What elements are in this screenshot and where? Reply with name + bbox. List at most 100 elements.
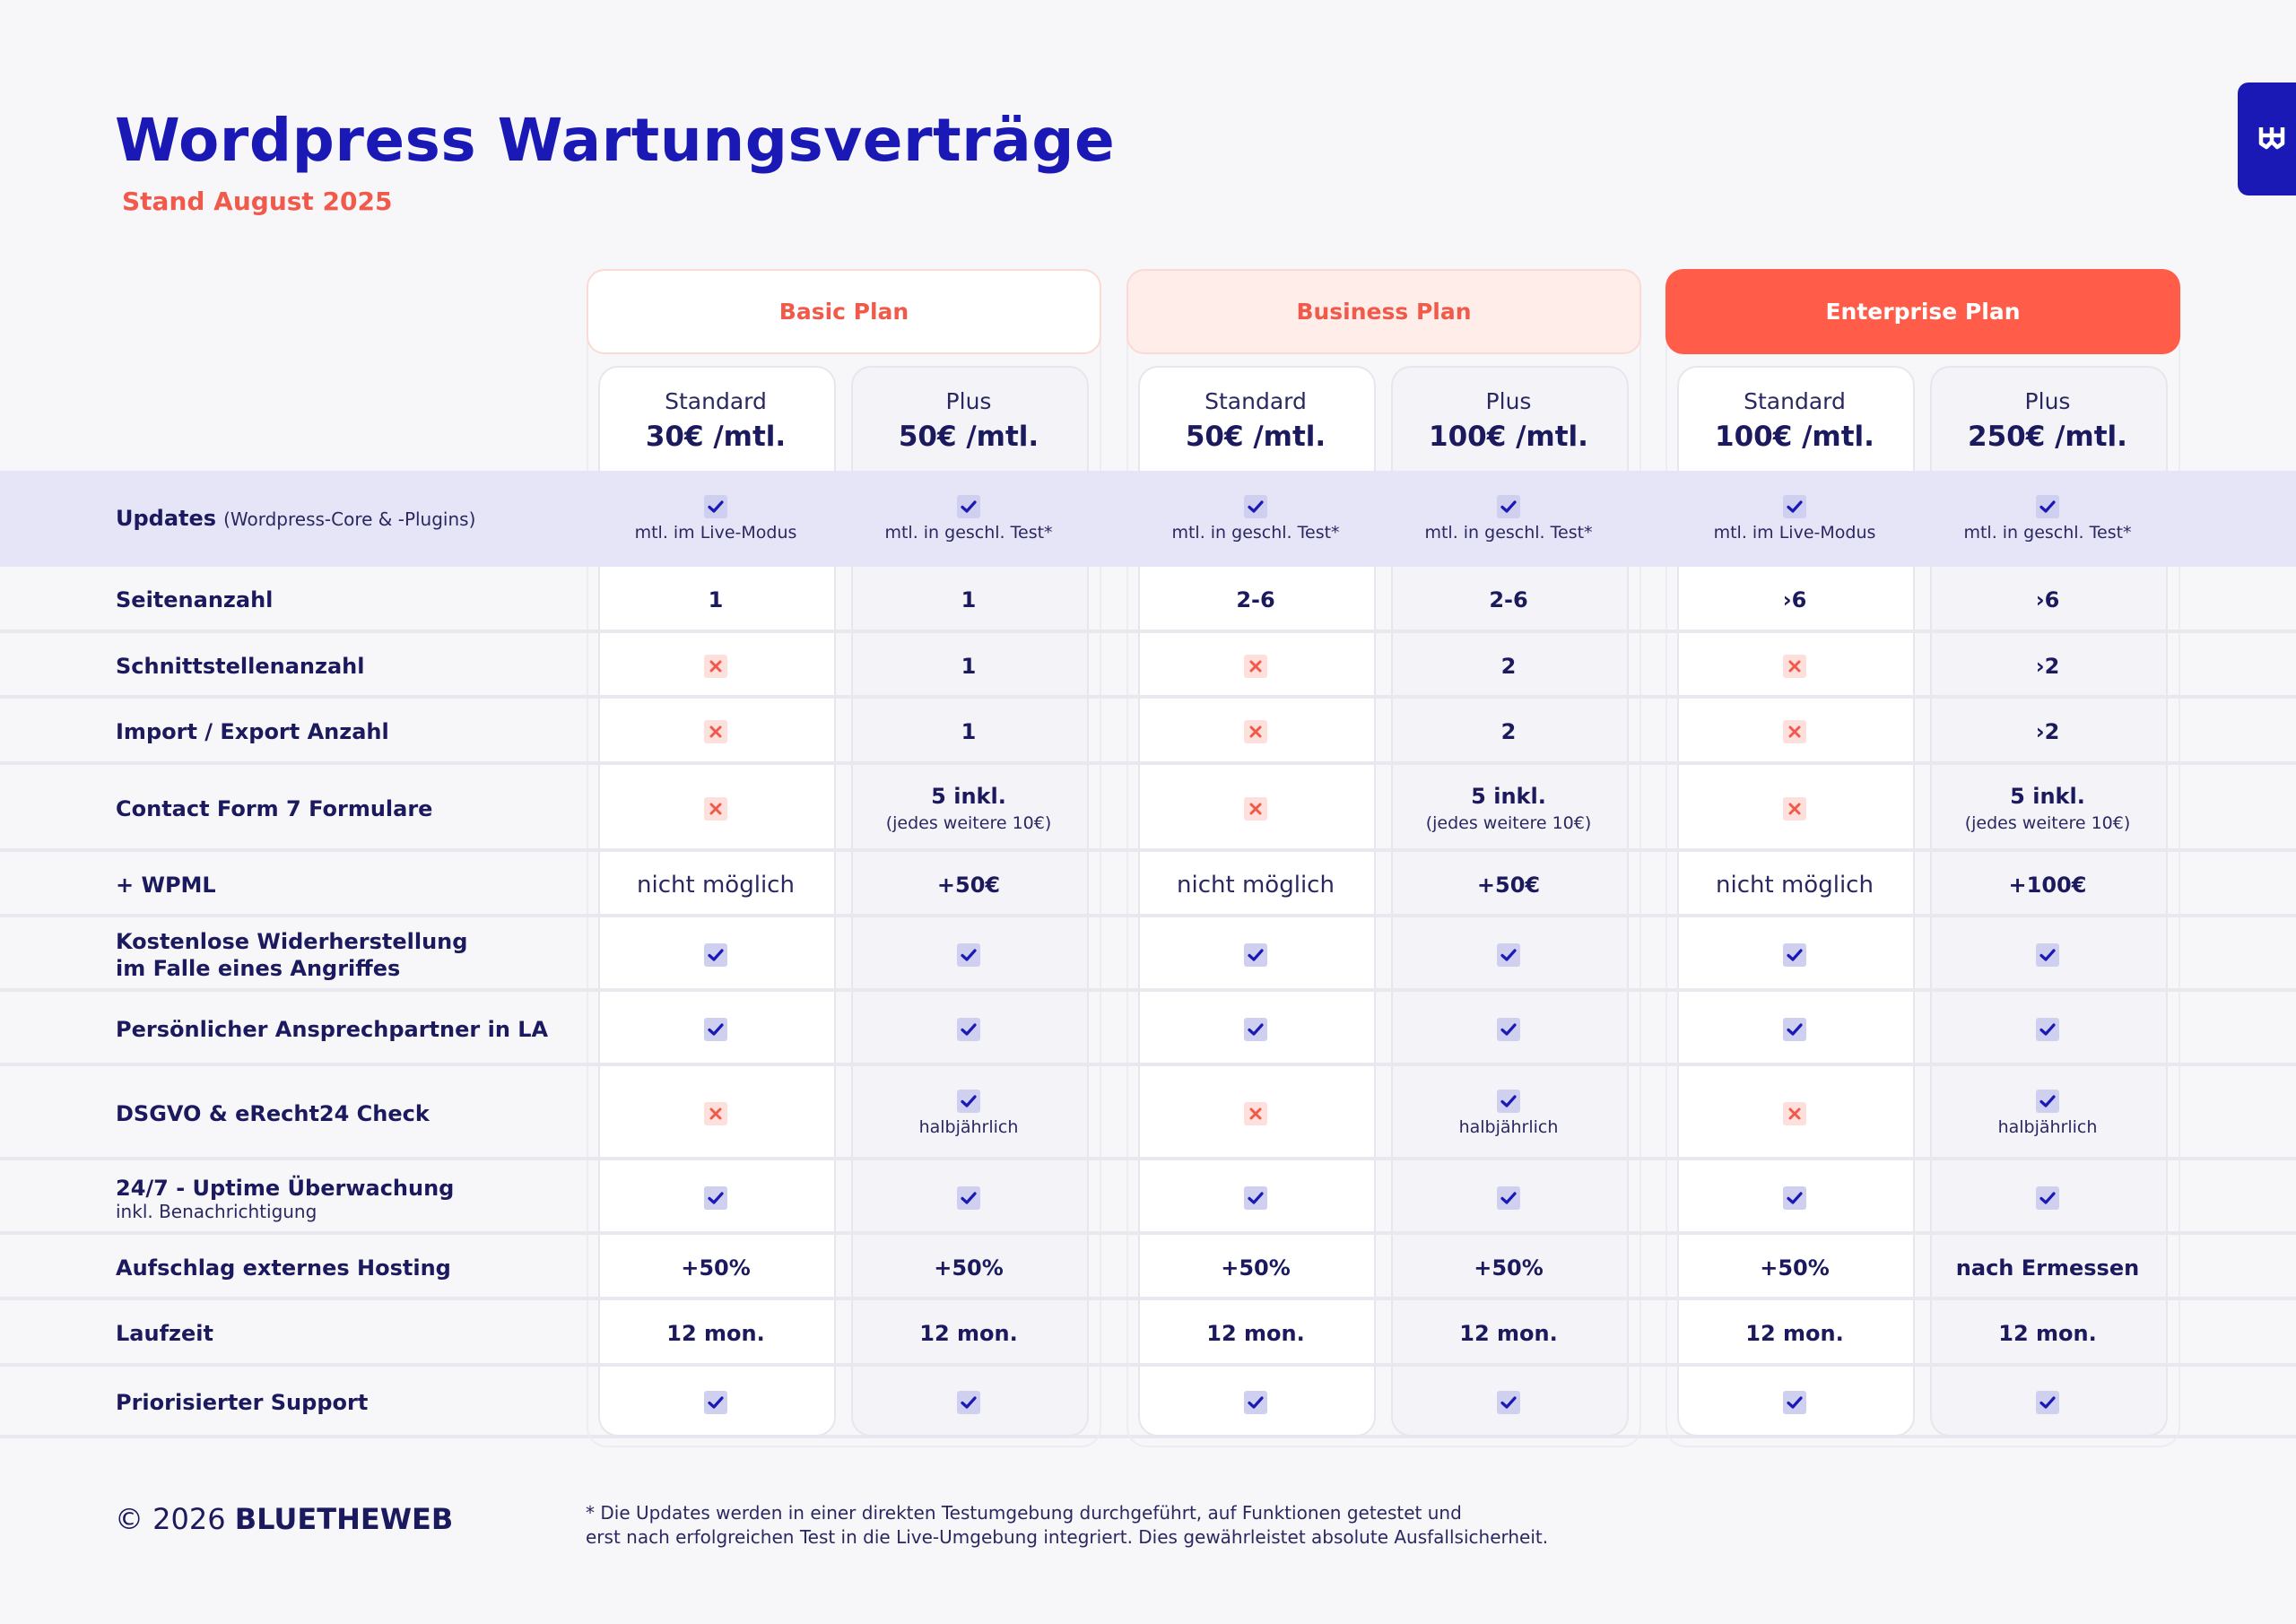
tier-header: Standard 100€ /mtl. xyxy=(1677,368,1912,468)
row-divider xyxy=(0,1297,2296,1300)
row-label-text: Schnittstellenanzahl xyxy=(116,653,364,680)
table-cell xyxy=(598,1160,833,1235)
tier-header: Standard 50€ /mtl. xyxy=(1138,368,1373,468)
row-divider xyxy=(0,630,2296,633)
row-label: Aufschlag externes Hosting xyxy=(116,1235,451,1300)
cell-value: 2-6 xyxy=(1489,587,1528,612)
footnote-line-1: * Die Updates werden in einer direkten T… xyxy=(586,1502,1462,1524)
row-label-main: 24/7 - Uptime Überwachung xyxy=(116,1175,455,1201)
row-label-inline-note: (Wordpress-Core & -Plugins) xyxy=(223,508,476,530)
cross-icon xyxy=(1783,654,1806,678)
tier-price: 50€ /mtl. xyxy=(1185,421,1326,453)
copyright-brand: BLUETHEWEB xyxy=(234,1502,454,1536)
row-label: + WPML xyxy=(116,852,216,917)
table-cell xyxy=(1138,633,1373,699)
cell-value: nicht möglich xyxy=(1716,871,1874,899)
check-icon xyxy=(2036,494,2059,518)
cell-note: mtl. in geschl. Test* xyxy=(1171,522,1340,543)
table-cell: mtl. in geschl. Test* xyxy=(851,471,1086,567)
row-label-main: Aufschlag externes Hosting xyxy=(116,1255,451,1281)
check-icon xyxy=(957,1185,980,1210)
table-cell: +50€ xyxy=(1391,852,1626,917)
cell-value: +50% xyxy=(934,1255,1004,1281)
cell-value: 1 xyxy=(961,587,977,612)
tier-header: Plus 250€ /mtl. xyxy=(1930,368,2165,468)
row-label-subtext: inkl. Benachrichtigung xyxy=(116,1200,317,1222)
cell-note: mtl. in geschl. Test* xyxy=(1963,522,2132,543)
tier-header: Plus 50€ /mtl. xyxy=(851,368,1086,468)
table-cell: 12 mon. xyxy=(851,1300,1086,1367)
cell-note: halbjährlich xyxy=(918,1116,1019,1137)
table-cell: 2-6 xyxy=(1138,567,1373,633)
table-cell xyxy=(851,917,1086,992)
cell-value: 2 xyxy=(1500,719,1517,744)
table-cell: mtl. im Live-Modus xyxy=(1677,471,1912,567)
table-cell: nach Ermessen xyxy=(1930,1235,2165,1300)
table-cell xyxy=(851,992,1086,1066)
table-cell: ›2 xyxy=(1930,699,2165,765)
updates-row-highlight xyxy=(0,471,2296,567)
row-label: Schnittstellenanzahl xyxy=(116,633,364,699)
row-label: Seitenanzahl xyxy=(116,567,273,633)
page-title: Wordpress Wartungsverträge xyxy=(115,106,1116,175)
plan-header-enterprise[interactable]: Enterprise Plan xyxy=(1665,269,2180,354)
row-label-text: DSGVO & eRecht24 Check xyxy=(116,1100,430,1127)
row-label-text: 24/7 - Uptime Überwachung xyxy=(116,1175,454,1202)
check-icon xyxy=(1497,494,1520,518)
table-cell: +50% xyxy=(1391,1235,1626,1300)
tier-header: Plus 100€ /mtl. xyxy=(1391,368,1626,468)
cell-value: nach Ermessen xyxy=(1955,1255,2140,1281)
cross-icon xyxy=(704,1101,727,1125)
table-cell: 5 inkl. (jedes weitere 10€) xyxy=(1930,765,2165,852)
table-cell: 12 mon. xyxy=(1391,1300,1626,1367)
table-cell xyxy=(1138,699,1373,765)
cell-note: (jedes weitere 10€) xyxy=(1425,812,1592,833)
table-cell: halbjährlich xyxy=(1930,1066,2165,1160)
table-cell xyxy=(1138,917,1373,992)
table-cell xyxy=(1677,699,1912,765)
table-cell xyxy=(598,917,833,992)
row-divider xyxy=(0,914,2296,917)
table-cell xyxy=(1391,1367,1626,1438)
table-cell xyxy=(1930,1367,2165,1438)
table-cell: 5 inkl. (jedes weitere 10€) xyxy=(851,765,1086,852)
row-label-main: Seitenanzahl xyxy=(116,587,274,612)
cell-value: +100€ xyxy=(2008,872,2087,898)
table-cell xyxy=(598,765,833,852)
table-cell: 1 xyxy=(851,567,1086,633)
row-divider xyxy=(0,1063,2296,1066)
row-label-main: Schnittstellenanzahl xyxy=(116,653,365,679)
row-label-main: Updates xyxy=(116,506,217,531)
row-label-line-2: im Falle eines Angriffes xyxy=(116,955,401,981)
plan-header-basic[interactable]: Basic Plan xyxy=(587,269,1101,354)
check-icon xyxy=(1497,942,1520,967)
table-cell xyxy=(1391,917,1626,992)
cell-value: 12 mon. xyxy=(1459,1321,1558,1346)
table-cell: nicht möglich xyxy=(1138,852,1373,917)
tier-header: Standard 30€ /mtl. xyxy=(598,368,833,468)
table-cell: 5 inkl. (jedes weitere 10€) xyxy=(1391,765,1626,852)
row-divider xyxy=(0,695,2296,699)
row-label-main: + WPML xyxy=(116,872,216,898)
brand-tab[interactable] xyxy=(2238,83,2296,195)
check-icon xyxy=(1497,1017,1520,1041)
table-cell: 12 mon. xyxy=(1677,1300,1912,1367)
cell-value: 12 mon. xyxy=(1206,1321,1305,1346)
table-cell: ›6 xyxy=(1677,567,1912,633)
cell-note: mtl. in geschl. Test* xyxy=(1424,522,1593,543)
check-icon xyxy=(957,942,980,967)
table-cell xyxy=(1138,1066,1373,1160)
cell-value: nicht möglich xyxy=(1177,871,1335,899)
table-cell xyxy=(1677,765,1912,852)
plan-header-business[interactable]: Business Plan xyxy=(1126,269,1641,354)
tier-name: Plus xyxy=(2024,388,2071,414)
row-label: DSGVO & eRecht24 Check xyxy=(116,1066,430,1160)
cell-note: mtl. im Live-Modus xyxy=(634,522,797,543)
cell-value: 12 mon. xyxy=(919,1321,1018,1346)
cell-value: +50€ xyxy=(936,872,1001,898)
row-label-main: Import / Export Anzahl xyxy=(116,719,389,744)
check-icon xyxy=(2036,1391,2059,1414)
table-cell xyxy=(1138,1160,1373,1235)
row-label-main: DSGVO & eRecht24 Check xyxy=(116,1100,430,1126)
